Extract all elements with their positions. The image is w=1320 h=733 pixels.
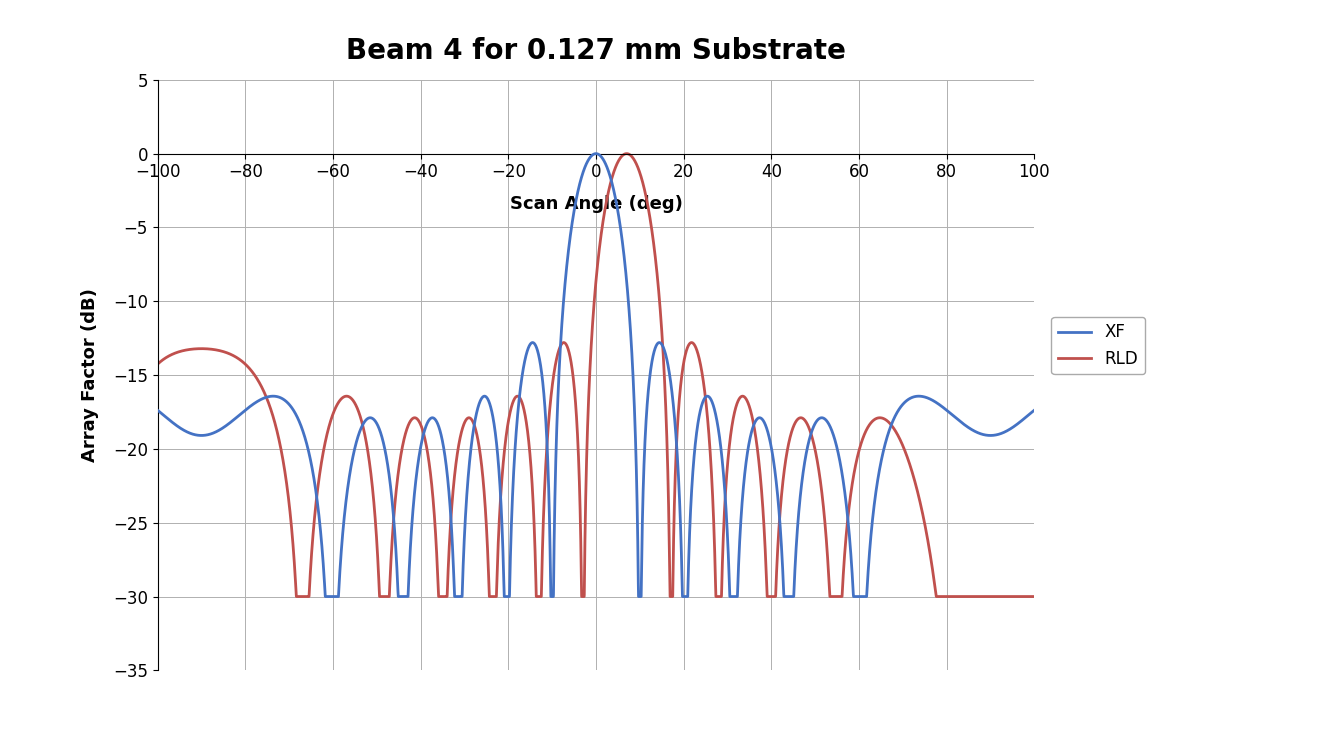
RLD (669, 439, 685, 448)
Line: XF: XF (157, 154, 1035, 597)
XF (467, 416, 483, 424)
XF (317, 592, 333, 601)
Title: Beam 4 for 0.127 mm Substrate: Beam 4 for 0.127 mm Substrate (346, 37, 846, 65)
X-axis label: Scan Angle (deg): Scan Angle (deg) (510, 195, 682, 213)
RLD (1027, 592, 1043, 601)
Y-axis label: Array Factor (dB): Array Factor (dB) (81, 288, 99, 462)
XF (587, 150, 603, 158)
XF (1027, 406, 1043, 415)
RLD (289, 592, 305, 601)
XF (669, 440, 685, 449)
XF (800, 441, 816, 450)
RLD (800, 421, 816, 430)
RLD (467, 424, 483, 432)
Legend: XF, RLD: XF, RLD (1052, 317, 1146, 375)
RLD (846, 466, 862, 475)
XF (194, 431, 210, 440)
XF (846, 592, 862, 601)
XF (708, 406, 723, 415)
Line: RLD: RLD (157, 154, 1035, 597)
RLD (149, 360, 165, 369)
RLD (708, 551, 723, 560)
RLD (194, 345, 210, 353)
RLD (619, 150, 635, 158)
XF (149, 406, 165, 415)
